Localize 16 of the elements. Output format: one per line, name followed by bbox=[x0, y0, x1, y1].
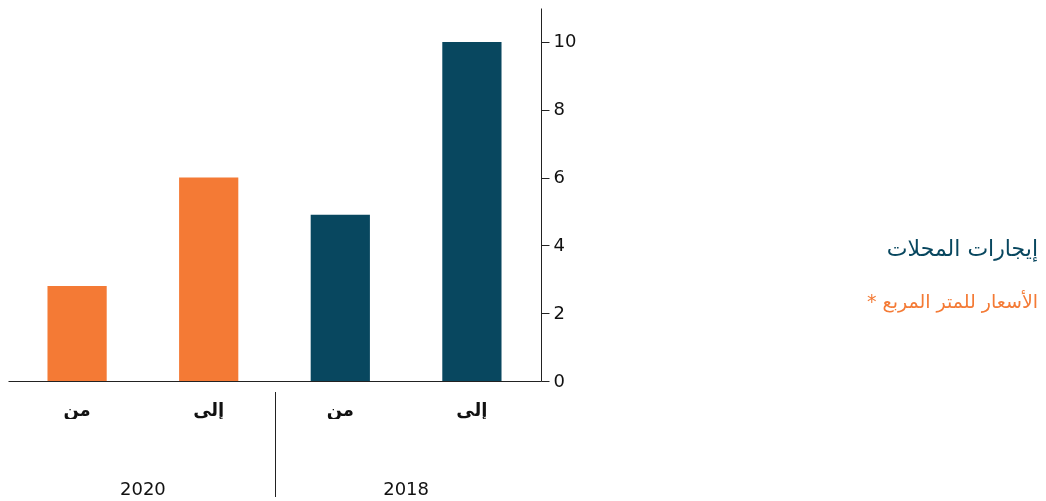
y-tick-label: 6 bbox=[553, 166, 565, 188]
text: 2018 bbox=[383, 478, 429, 499]
bar bbox=[47, 286, 107, 381]
y-tick-label: 0 bbox=[553, 369, 565, 391]
x-tick-label: من bbox=[326, 398, 354, 421]
text: الأسعار للمتر المربع * bbox=[867, 290, 1038, 312]
y-tick-label: 2 bbox=[553, 301, 565, 323]
bar bbox=[442, 41, 502, 381]
text: 2020 bbox=[119, 478, 166, 499]
y-tick-label: 4 bbox=[553, 233, 565, 255]
text: إيجارات المحلات bbox=[886, 236, 1038, 261]
bar bbox=[310, 214, 370, 381]
x-tick-label: من bbox=[63, 398, 91, 421]
y-tick-label: 8 bbox=[553, 98, 565, 120]
bar bbox=[179, 177, 239, 381]
y-tick-label: 10 bbox=[553, 30, 577, 52]
